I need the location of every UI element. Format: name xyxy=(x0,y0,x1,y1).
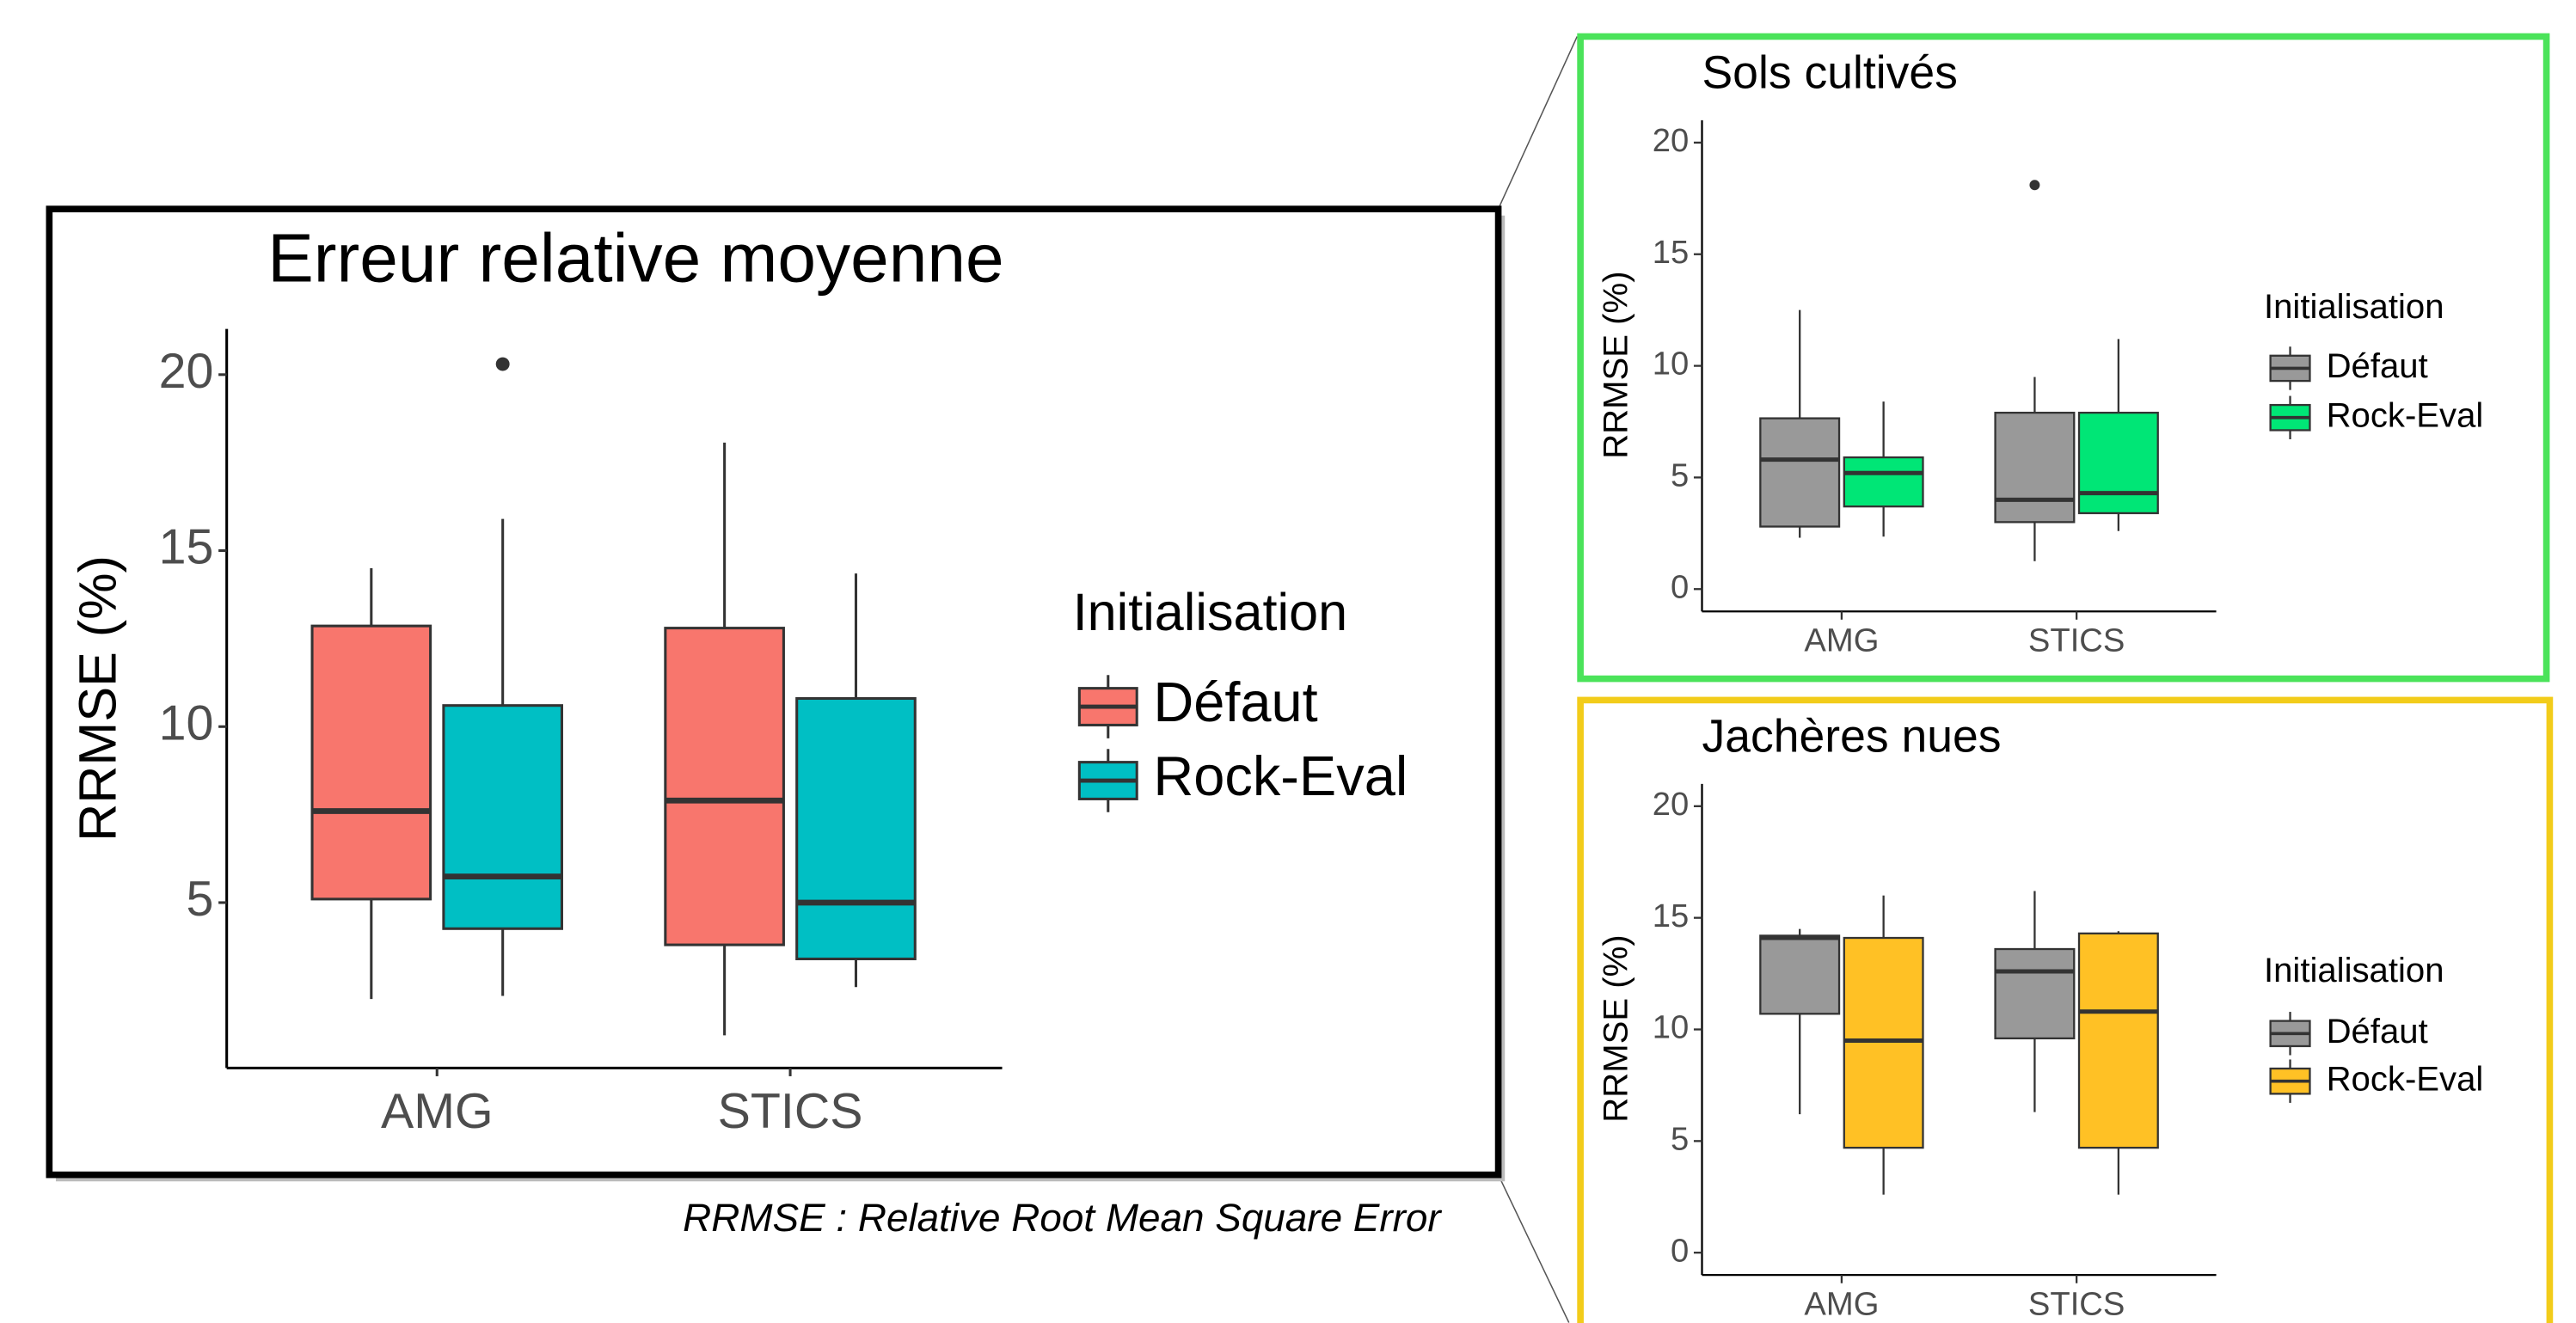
y-tick-label: 0 xyxy=(1671,568,1689,605)
y-tick-label: 15 xyxy=(1653,234,1690,271)
box xyxy=(1759,934,1841,1015)
box xyxy=(442,704,563,930)
x-tick-label: AMG xyxy=(381,1084,494,1139)
connector xyxy=(1497,1174,1570,1323)
y-axis-label: RRMSE (%) xyxy=(1597,271,1635,458)
box xyxy=(1759,417,1841,528)
connector xyxy=(1497,36,1578,210)
box xyxy=(1994,411,2076,524)
box xyxy=(1994,947,2076,1040)
box xyxy=(2077,932,2159,1149)
chart-title: Jachères nues xyxy=(1702,711,2002,762)
x-tick-label: AMG xyxy=(1804,622,1879,659)
legend-title: Initialisation xyxy=(2264,951,2444,989)
box xyxy=(2077,411,2159,515)
legend-label: Rock-Eval xyxy=(1153,744,1408,807)
y-tick-label: 20 xyxy=(159,344,214,399)
y-tick-label: 5 xyxy=(1671,1120,1689,1157)
chart-title: Sols cultivés xyxy=(1702,47,1958,98)
x-tick-label: AMG xyxy=(1804,1286,1879,1323)
y-axis-label: RRMSE (%) xyxy=(1597,934,1635,1122)
footnote: RRMSE : Relative Root Mean Square Error xyxy=(683,1195,1442,1240)
panel-frame xyxy=(1577,33,2550,683)
y-tick-label: 15 xyxy=(1653,897,1690,934)
box xyxy=(1843,456,1924,508)
y-tick-label: 20 xyxy=(1653,122,1690,159)
legend-label: Rock-Eval xyxy=(2327,395,2484,434)
legend-label: Défaut xyxy=(1153,671,1317,733)
legend-label: Défaut xyxy=(2327,346,2428,385)
legend-title: Initialisation xyxy=(2264,287,2444,326)
panel-frame xyxy=(1577,696,2554,1323)
legend-title: Initialisation xyxy=(1073,583,1347,641)
chart-title: Erreur relative moyenne xyxy=(267,219,1003,297)
y-tick-label: 15 xyxy=(159,520,214,575)
x-tick-label: STICS xyxy=(2028,622,2125,659)
y-tick-label: 0 xyxy=(1671,1232,1689,1269)
legend-label: Rock-Eval xyxy=(2327,1059,2484,1098)
outlier xyxy=(2029,180,2040,191)
y-tick-label: 20 xyxy=(1653,786,1690,823)
box xyxy=(1843,936,1924,1149)
y-tick-label: 10 xyxy=(1653,346,1690,383)
y-axis-label: RRMSE (%) xyxy=(69,555,127,842)
y-tick-label: 10 xyxy=(1653,1009,1690,1046)
y-tick-label: 5 xyxy=(187,872,214,927)
outlier xyxy=(495,357,510,371)
box xyxy=(664,627,785,946)
y-tick-label: 5 xyxy=(1671,457,1689,494)
y-tick-label: 10 xyxy=(159,695,214,750)
x-tick-label: STICS xyxy=(2028,1286,2125,1323)
x-tick-label: STICS xyxy=(718,1084,863,1139)
box xyxy=(310,624,432,901)
legend-label: Défaut xyxy=(2327,1012,2428,1050)
box xyxy=(795,696,917,961)
